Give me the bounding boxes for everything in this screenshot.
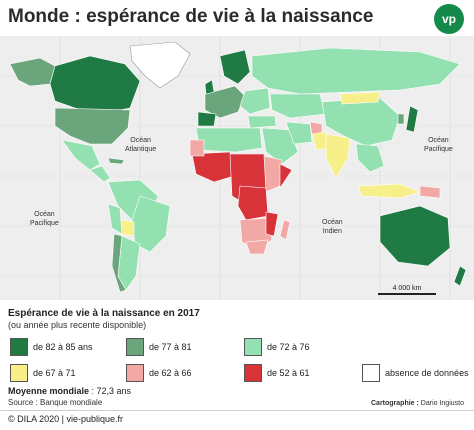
source-note: Source : Banque mondiale (8, 398, 103, 407)
region-russia (251, 47, 461, 95)
region-japan (405, 105, 419, 133)
carto-label: Cartographie : (371, 400, 419, 407)
region-caribbean (107, 157, 125, 165)
legend-item-82-85: de 82 à 85 ans (10, 338, 93, 356)
region-europe-west (204, 85, 246, 119)
region-new-zealand (453, 265, 467, 287)
legend-item-72-76: de 72 à 76 (244, 338, 310, 356)
legend-item-52-61: de 52 à 61 (244, 364, 310, 382)
region-south-africa (245, 239, 269, 255)
world-average: Moyenne mondiale : 72,3 ans (8, 386, 131, 396)
cartography-credit: Cartographie : Dario Ingiusto (371, 400, 464, 407)
region-mexico (61, 139, 101, 171)
legend-swatch (244, 338, 262, 356)
region-australia (379, 205, 451, 267)
region-mauritania (189, 139, 205, 157)
region-alaska (9, 57, 56, 87)
world-map: Océan Atlantique Océan Pacifique Océan P… (0, 36, 474, 300)
legend-item-no-data: absence de données (362, 364, 469, 382)
region-korea (397, 113, 405, 125)
region-west-africa (191, 151, 235, 183)
legend-item-62-66: de 62 à 66 (126, 364, 192, 382)
region-canada (49, 55, 141, 115)
scale-label: 4 000 km (392, 285, 422, 292)
footer-credit[interactable]: © DILA 2020 | vie-publique.fr (8, 414, 124, 424)
region-somalia (279, 163, 293, 189)
region-mongolia (339, 91, 381, 105)
legend-item-77-81: de 77 à 81 (126, 338, 192, 356)
legend-label: de 62 à 66 (149, 368, 192, 378)
region-scandinavia (219, 49, 251, 85)
footer-divider (0, 410, 474, 411)
region-turkey (247, 115, 277, 129)
region-uk (204, 79, 215, 95)
legend-title: Espérance de vie à la naissance en 2017 (8, 308, 200, 319)
region-southeast-asia (355, 143, 385, 173)
world-average-value: : 72,3 ans (91, 386, 132, 396)
region-india (325, 133, 351, 179)
legend-swatch (244, 364, 262, 382)
region-congo (237, 185, 269, 221)
region-madagascar (279, 219, 291, 241)
region-indonesia (357, 183, 421, 199)
region-papua (419, 185, 441, 199)
carto-name: Dario Ingiusto (420, 400, 464, 407)
region-brazil (131, 195, 171, 253)
legend-label: de 77 à 81 (149, 342, 192, 352)
legend-swatch (10, 364, 28, 382)
region-greenland (129, 41, 191, 89)
region-central-america (89, 165, 111, 183)
legend-label: de 72 à 76 (267, 342, 310, 352)
label-pacific-west: Océan Pacifique (30, 211, 59, 227)
region-iran (285, 121, 313, 145)
vie-publique-logo[interactable]: vp (434, 4, 464, 34)
region-peru (107, 203, 123, 235)
region-china (321, 97, 401, 147)
scale-bar: 4 000 km (378, 285, 436, 295)
region-mozambique (265, 211, 279, 237)
region-chile (111, 233, 127, 293)
map-title: Monde : espérance de vie à la naissance (8, 6, 374, 27)
region-east-africa (263, 155, 283, 193)
legend-swatch (126, 338, 144, 356)
legend-label: de 52 à 61 (267, 368, 310, 378)
world-map-svg (0, 36, 474, 300)
label-pacific-east: Océan Pacifique (424, 137, 453, 153)
legend-swatch (10, 338, 28, 356)
legend-subtitle: (ou année plus recente disponible) (8, 320, 147, 330)
region-pakistan (311, 131, 329, 151)
region-kazakhstan (269, 93, 326, 119)
world-average-label: Moyenne mondiale (8, 386, 90, 396)
region-usa (54, 107, 131, 145)
legend-item-67-71: de 67 à 71 (10, 364, 76, 382)
legend-label: absence de données (385, 368, 469, 378)
region-iberia (197, 111, 217, 127)
label-atlantic: Océan Atlantique (125, 137, 157, 153)
scale-line (378, 293, 436, 295)
legend-label: de 67 à 71 (33, 368, 76, 378)
region-north-africa (195, 127, 263, 153)
label-indian: Océan Indien (322, 219, 343, 235)
region-middle-east (261, 127, 299, 165)
legend-label: de 82 à 85 ans (33, 342, 93, 352)
legend-swatch (362, 364, 380, 382)
legend-swatch (126, 364, 144, 382)
region-eastern-europe (239, 87, 271, 115)
